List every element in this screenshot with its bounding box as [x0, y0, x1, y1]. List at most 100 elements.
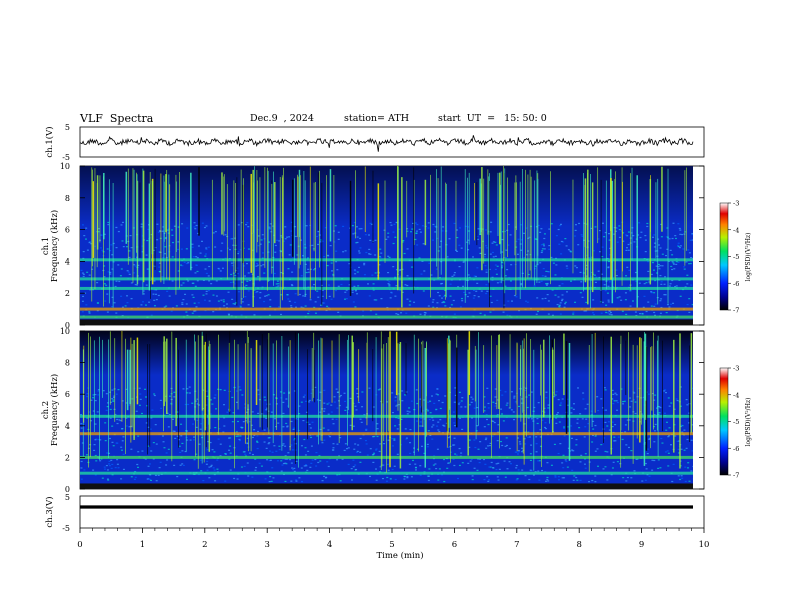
spectrogram-noise-cell: [185, 248, 188, 250]
spectrogram-noise-cell: [438, 246, 441, 248]
spectrogram-noise-cell: [423, 314, 426, 316]
spectrogram-noise-cell: [575, 438, 578, 441]
spectrogram-noise-cell: [564, 459, 567, 461]
spectrogram-noise-cell: [505, 257, 508, 259]
spectrogram-noise-cell: [208, 466, 211, 468]
spectrogram-noise-cell: [263, 238, 266, 240]
spectrogram-noise-cell: [340, 283, 343, 286]
spectrogram-noise-cell: [410, 266, 413, 268]
spectrogram-noise-cell: [657, 266, 660, 268]
spectrogram-noise-cell: [472, 297, 475, 299]
spectrogram-noise-cell: [197, 302, 200, 304]
spectrogram-noise-cell: [308, 310, 311, 312]
spectrogram-noise-cell: [599, 251, 602, 253]
spectrogram-noise-cell: [666, 248, 669, 250]
spectrogram-noise-cell: [117, 230, 120, 233]
spectrogram-noise-cell: [507, 244, 510, 246]
spectrogram-noise-cell: [448, 238, 451, 240]
spectrogram-noise-cell: [146, 268, 149, 270]
spectrogram-noise-cell: [361, 391, 364, 393]
spectrogram-noise-cell: [198, 443, 201, 445]
spectrogram-noise-cell: [121, 400, 124, 402]
spectrogram-noise-cell: [485, 245, 488, 247]
spectrogram-noise-cell: [601, 246, 604, 248]
spectrogram-noise-cell: [686, 274, 689, 276]
spectrogram-noise-cell: [574, 229, 577, 232]
spectrogram-noise-cell: [238, 438, 241, 441]
spectrogram-noise-cell: [260, 465, 263, 467]
spectrogram-noise-cell: [99, 460, 102, 462]
spectrogram-noise-cell: [290, 462, 293, 464]
spectrogram-noise-cell: [294, 449, 297, 451]
spectrogram-noise-cell: [476, 406, 479, 409]
spectrogram-noise-cell: [322, 427, 325, 429]
spectrogram-noise-cell: [181, 442, 184, 445]
spectrogram-noise-cell: [688, 263, 691, 265]
spectrogram-noise-cell: [508, 407, 511, 409]
spectrogram-noise-cell: [458, 227, 461, 229]
spectrogram-noise-cell: [537, 402, 540, 404]
spectrogram-noise-cell: [92, 397, 95, 399]
spectrogram-noise-cell: [215, 280, 218, 282]
spectrogram-noise-cell: [452, 458, 455, 460]
spectrogram-noise-cell: [291, 284, 294, 287]
spectrogram-noise-cell: [120, 295, 123, 297]
spectrogram-noise-cell: [409, 429, 412, 431]
spectrogram-noise-cell: [449, 283, 452, 285]
spectrogram-noise-cell: [414, 467, 417, 469]
spectrogram-noise-cell: [118, 419, 121, 421]
spectrogram-noise-cell: [257, 276, 260, 278]
spectrogram-noise-cell: [473, 439, 476, 441]
spectrogram-noise-cell: [427, 227, 430, 229]
spectrogram-noise-cell: [444, 395, 447, 397]
spectrogram-noise-cell: [377, 389, 380, 391]
spectrogram-noise-cell: [150, 233, 153, 236]
spectrogram-noise-cell: [396, 428, 399, 430]
spectrogram-noise-cell: [323, 410, 326, 412]
spectrogram-noise-cell: [397, 417, 400, 419]
spectrogram-noise-cell: [488, 445, 491, 447]
spectrogram-noise-cell: [133, 264, 136, 266]
spectrogram-noise-cell: [344, 250, 347, 252]
spectrogram-noise-cell: [413, 301, 416, 303]
spectrogram-noise-cell: [369, 222, 372, 225]
spectrogram-noise-cell: [627, 446, 630, 449]
spectrogram-noise-cell: [689, 262, 692, 265]
spectrogram-noise-cell: [159, 230, 162, 232]
spectrogram-noise-cell: [329, 245, 332, 247]
spectrogram-noise-cell: [337, 311, 340, 313]
spectrogram-noise-cell: [205, 248, 208, 251]
spectrogram-noise-cell: [128, 256, 131, 259]
spectrogram-noise-cell: [416, 244, 419, 246]
spectrogram-noise-cell: [146, 405, 149, 407]
spectrogram-noise-cell: [92, 469, 95, 471]
spectrogram-noise-cell: [624, 431, 627, 433]
spectrogram-noise-cell: [679, 245, 682, 247]
spectrogram-noise-cell: [209, 441, 212, 444]
spectrogram-noise-cell: [675, 263, 678, 266]
spectrogram-noise-cell: [442, 301, 445, 303]
spectrogram-band: [80, 286, 693, 290]
spectrogram-noise-cell: [112, 242, 115, 245]
spectrogram-noise-cell: [501, 444, 504, 447]
spectrogram-noise-cell: [229, 238, 232, 240]
spectrogram-noise-cell: [669, 444, 672, 446]
spectrogram-noise-cell: [171, 234, 174, 236]
spectrogram-noise-cell: [82, 250, 85, 253]
spectrogram-noise-cell: [284, 462, 287, 464]
spectrogram-noise-cell: [603, 409, 606, 411]
spectrogram-noise-cell: [140, 304, 143, 306]
spectrogram-noise-cell: [288, 254, 291, 256]
spectrogram-noise-cell: [457, 403, 460, 405]
spectrogram-noise-cell: [683, 233, 686, 235]
spectrogram-noise-cell: [401, 390, 404, 392]
spectrogram-noise-cell: [501, 231, 504, 233]
spectrogram-noise-cell: [158, 266, 161, 268]
spectrogram-noise-cell: [194, 272, 197, 274]
spectrogram-noise-cell: [275, 283, 278, 285]
spectrogram-noise-cell: [479, 312, 482, 314]
spectrogram-noise-cell: [86, 395, 89, 398]
spectrogram-noise-cell: [212, 467, 215, 469]
spectrogram-noise-cell: [619, 463, 622, 465]
spectrogram-noise-cell: [343, 449, 346, 452]
